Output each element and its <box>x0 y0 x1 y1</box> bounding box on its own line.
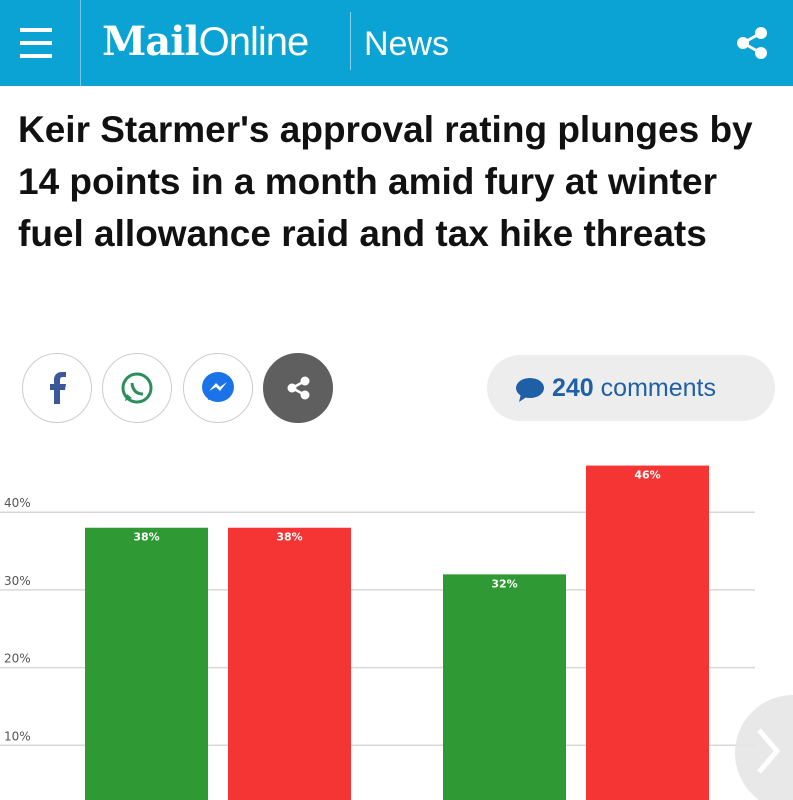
comment-label: comments <box>600 374 716 402</box>
bar <box>443 574 566 800</box>
share-button[interactable] <box>263 353 333 423</box>
comment-icon <box>516 378 544 402</box>
y-tick-label: 10% <box>4 729 31 743</box>
chart: 10% 20% 30% 40% 38% 38% 32% 46% <box>0 465 755 800</box>
logo-light: Online <box>198 20 310 64</box>
y-tick-label: 20% <box>4 652 31 666</box>
comment-count: 240 <box>552 374 594 402</box>
next-button[interactable] <box>735 693 793 800</box>
logo[interactable]: MailOnline <box>102 18 310 66</box>
y-tick-label: 30% <box>4 574 31 588</box>
menu-button[interactable] <box>20 26 52 60</box>
headline: Keir Starmer's approval rating plunges b… <box>18 109 753 254</box>
divider <box>350 12 351 70</box>
header-bar: MailOnline News <box>0 0 793 86</box>
messenger-icon <box>202 372 234 402</box>
comments-button[interactable] <box>487 355 775 421</box>
facebook-button[interactable] <box>22 353 92 423</box>
share-icon[interactable] <box>735 26 769 60</box>
y-tick-label: 40% <box>4 496 31 510</box>
bar <box>228 527 351 800</box>
messenger-button[interactable] <box>183 353 253 423</box>
logo-bold: Mail <box>102 18 200 65</box>
comments-text[interactable]: 240 comments <box>552 373 716 403</box>
share-icon <box>287 376 310 400</box>
value-label: 46% <box>634 469 660 482</box>
bar <box>586 465 709 800</box>
whatsapp-icon <box>121 372 153 404</box>
facebook-icon <box>50 372 66 404</box>
bar <box>85 527 208 800</box>
divider <box>80 0 81 86</box>
value-label: 38% <box>133 531 159 544</box>
value-label: 38% <box>276 531 302 544</box>
value-label: 32% <box>491 577 517 590</box>
whatsapp-button[interactable] <box>102 353 172 423</box>
section-name[interactable]: News <box>364 25 450 63</box>
